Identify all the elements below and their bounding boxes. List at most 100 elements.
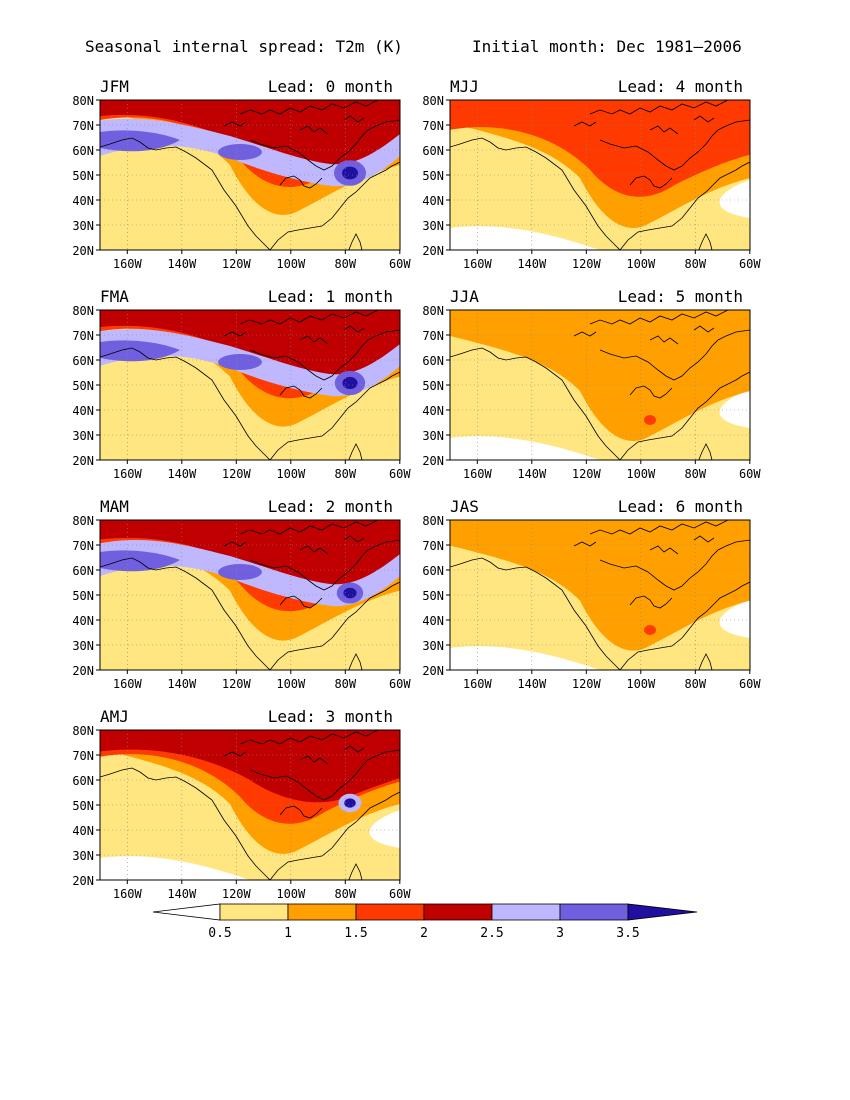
map-panel-fma: FMA Lead: 1 month 80N 70N 60N 50N 40N 30N 20N 160… — [72, 287, 411, 481]
lat-label: 40N — [72, 614, 94, 628]
contour-band-low — [100, 856, 250, 880]
lat-label: 60N — [72, 774, 94, 788]
colorbar-segment — [559, 903, 629, 921]
contour-band-red — [644, 415, 656, 425]
lat-label: 80N — [422, 94, 444, 108]
lon-label: 140W — [167, 257, 197, 271]
contour-band-purple — [100, 130, 180, 152]
contour-band-red — [450, 100, 750, 197]
contour-band-purple — [218, 144, 262, 160]
contour-band-orange — [450, 520, 750, 651]
lon-label: 120W — [222, 257, 252, 271]
lon-label: 100W — [276, 467, 306, 481]
contour-band-darkred — [100, 310, 400, 383]
lon-label: 100W — [276, 257, 306, 271]
lon-label: 60W — [389, 257, 411, 271]
lat-label: 70N — [422, 539, 444, 553]
lat-label: 50N — [422, 589, 444, 603]
lon-label: 80W — [684, 677, 706, 691]
colorbar-segment — [627, 903, 698, 921]
panel-map: 80N 70N 60N 50N 40N 30N 20N 160W 140W 120W 100W 80W… — [422, 514, 761, 691]
lon-label: 100W — [626, 677, 656, 691]
contour-band-low — [719, 180, 750, 218]
lat-label: 20N — [422, 454, 444, 468]
colorbar-label: 2 — [420, 926, 428, 941]
panel-lead-label: Lead: 1 month — [268, 287, 393, 306]
contour-band-purple — [100, 340, 180, 362]
lat-label: 80N — [72, 94, 94, 108]
panel-grid: JFM Lead: 0 month 80N 70N 60N 50N 40N 30N 20N 160… — [72, 77, 761, 901]
lon-label: 160W — [463, 257, 493, 271]
lon-label: 60W — [389, 887, 411, 901]
colorbar: 0.5 1 1.5 2 2.5 3 3.5 — [152, 903, 698, 941]
panel-season-label: JFM — [100, 77, 129, 96]
lat-label: 80N — [422, 304, 444, 318]
lat-label: 50N — [422, 379, 444, 393]
lon-label: 80W — [684, 467, 706, 481]
map-panel-mam: MAM Lead: 2 month 80N 70N 60N 50N 40N 30N 20N 160… — [72, 497, 411, 691]
contour-band-core-max — [344, 798, 356, 808]
colorbar-label: 3 — [556, 926, 564, 941]
map-panel-jja: JJA Lead: 5 month 80N 70N 60N 50N 40N 30N 20N 160… — [422, 287, 761, 481]
colorbar-segment — [355, 903, 425, 921]
lon-label: 80W — [334, 887, 356, 901]
contour-band-darkred — [100, 100, 400, 173]
lon-label: 100W — [626, 467, 656, 481]
map-panel-mjj: MJJ Lead: 4 month 80N 70N 60N 50N 40N 30N 20N 160… — [422, 77, 761, 271]
contour-band-low — [450, 436, 600, 460]
contour-band-low — [450, 646, 600, 670]
lat-label: 60N — [422, 564, 444, 578]
colorbar-segment — [423, 903, 493, 921]
lat-label: 30N — [422, 639, 444, 653]
lon-label: 160W — [113, 887, 143, 901]
lat-label: 20N — [72, 664, 94, 678]
contour-band-purple — [100, 550, 180, 572]
lon-label: 120W — [222, 887, 252, 901]
lat-label: 50N — [72, 169, 94, 183]
lat-label: 60N — [72, 564, 94, 578]
lon-label: 140W — [167, 467, 197, 481]
colorbar-segment — [491, 903, 561, 921]
panel-season-label: AMJ — [100, 707, 129, 726]
lat-label: 70N — [422, 119, 444, 133]
lat-label: 40N — [422, 404, 444, 418]
lon-label: 140W — [517, 677, 547, 691]
lat-label: 70N — [72, 329, 94, 343]
lon-label: 120W — [222, 677, 252, 691]
figure-title: Seasonal internal spread: T2m (K) — [85, 37, 403, 56]
lat-label: 70N — [72, 119, 94, 133]
lat-label: 80N — [72, 304, 94, 318]
lon-label: 60W — [739, 677, 761, 691]
contour-band-purple — [218, 564, 262, 580]
lat-label: 40N — [72, 824, 94, 838]
lon-label: 80W — [334, 257, 356, 271]
lon-label: 120W — [222, 467, 252, 481]
lat-label: 60N — [72, 144, 94, 158]
contour-band-darkred — [100, 520, 400, 593]
contour-band-low — [719, 390, 750, 428]
lat-label: 50N — [72, 799, 94, 813]
panel-lead-label: Lead: 4 month — [618, 77, 743, 96]
contour-band-core-max — [342, 376, 358, 390]
lon-label: 160W — [113, 677, 143, 691]
lon-label: 160W — [113, 257, 143, 271]
lat-label: 60N — [422, 354, 444, 368]
colorbar-segment — [219, 903, 289, 921]
panel-map: 80N 70N 60N 50N 40N 30N 20N 160W 140W 120W 100W 80W… — [72, 514, 411, 691]
colorbar-segment — [152, 903, 221, 921]
lat-label: 30N — [422, 429, 444, 443]
lat-label: 40N — [422, 614, 444, 628]
panel-season-label: JJA — [450, 287, 479, 306]
contour-band-core-max — [342, 166, 358, 180]
lat-label: 60N — [422, 144, 444, 158]
panel-map: 80N 70N 60N 50N 40N 30N 20N 160W 140W 120W 100W 80W… — [422, 304, 761, 481]
panel-map: 80N 70N 60N 50N 40N 30N 20N 160W 140W 120W 100W 80W… — [72, 94, 411, 271]
contour-band-low — [369, 810, 400, 848]
panel-map: 80N 70N 60N 50N 40N 30N 20N 160W 140W 120W 100W 80W… — [72, 724, 411, 901]
lat-label: 80N — [422, 514, 444, 528]
lon-label: 160W — [463, 677, 493, 691]
colorbar-label: 1 — [284, 926, 292, 941]
panel-lead-label: Lead: 3 month — [268, 707, 393, 726]
lat-label: 30N — [72, 219, 94, 233]
panel-season-label: JAS — [450, 497, 479, 516]
